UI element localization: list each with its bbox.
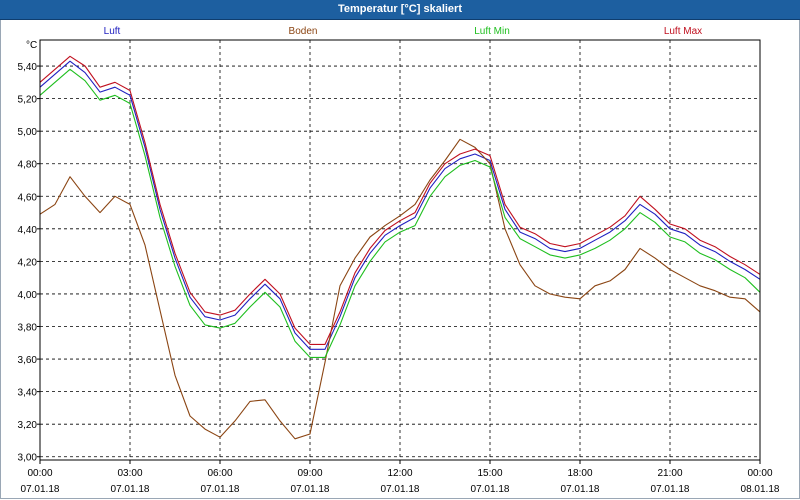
series-line bbox=[39, 60, 761, 350]
chart-title: Temperatur [°C] skaliert bbox=[337, 3, 462, 15]
plot-border bbox=[39, 39, 761, 461]
legend-entry: Luft Max bbox=[664, 26, 702, 37]
y-tick-label: 4,80 bbox=[18, 160, 38, 171]
y-tick-label: 4,00 bbox=[18, 290, 38, 301]
y-tick-label: 4,40 bbox=[18, 225, 38, 236]
y-tick-label: 5,20 bbox=[18, 95, 38, 106]
x-tick-date: 08.01.18 bbox=[741, 484, 780, 495]
legend-entry: Luft bbox=[104, 26, 121, 37]
x-tick-date: 07.01.18 bbox=[201, 484, 240, 495]
y-tick-label: 3,80 bbox=[18, 323, 38, 334]
x-tick-time: 15:00 bbox=[477, 468, 502, 479]
legend-entry: Luft Min bbox=[474, 26, 510, 37]
x-tick-time: 09:00 bbox=[297, 468, 322, 479]
x-tick-time: 21:00 bbox=[657, 468, 682, 479]
legend-entry: Boden bbox=[289, 26, 318, 37]
y-tick-label: 3,00 bbox=[18, 453, 38, 464]
x-tick-date: 07.01.18 bbox=[21, 484, 60, 495]
y-tick-label: 5,00 bbox=[18, 127, 38, 138]
x-tick-date: 07.01.18 bbox=[291, 484, 330, 495]
x-tick-time: 00:00 bbox=[747, 468, 772, 479]
x-tick-time: 00:00 bbox=[27, 468, 52, 479]
title-bar bbox=[0, 0, 800, 20]
x-tick-date: 07.01.18 bbox=[111, 484, 150, 495]
x-tick-time: 12:00 bbox=[387, 468, 412, 479]
x-tick-time: 06:00 bbox=[207, 468, 232, 479]
y-tick-label: 3,60 bbox=[18, 355, 38, 366]
x-tick-date: 07.01.18 bbox=[651, 484, 690, 495]
x-tick-date: 07.01.18 bbox=[561, 484, 600, 495]
y-tick-label: 5,40 bbox=[18, 62, 38, 73]
series-line bbox=[39, 55, 761, 345]
y-tick-label: 3,40 bbox=[18, 388, 38, 399]
x-tick-time: 03:00 bbox=[117, 468, 142, 479]
y-tick-label: 3,20 bbox=[18, 420, 38, 431]
x-tick-date: 07.01.18 bbox=[381, 484, 420, 495]
y-tick-label: 4,20 bbox=[18, 257, 38, 268]
y-tick-label: 4,60 bbox=[18, 192, 38, 203]
series-line bbox=[39, 68, 761, 358]
y-axis-label: °C bbox=[26, 40, 37, 51]
x-tick-date: 07.01.18 bbox=[471, 484, 510, 495]
x-tick-time: 18:00 bbox=[567, 468, 592, 479]
series-line bbox=[39, 138, 761, 440]
